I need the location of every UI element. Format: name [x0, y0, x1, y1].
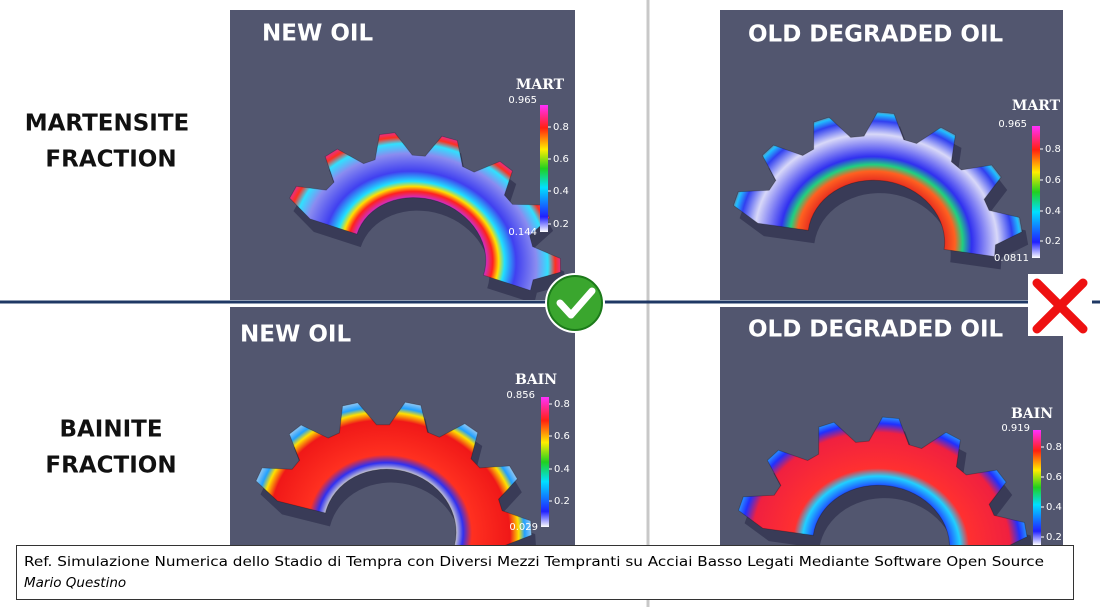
panel-title: NEW OIL — [262, 21, 373, 47]
gear-render — [255, 401, 537, 545]
reference-author: Mario Questino — [24, 575, 126, 591]
colorbar-tick-label: 0.8 — [1046, 442, 1062, 453]
colorbar-tick-label: 0.4 — [553, 186, 569, 197]
colorbar-max: 0.919 — [1001, 423, 1030, 434]
gear — [732, 111, 1023, 258]
colorbar-label: MART — [1012, 98, 1061, 114]
simulation-panel: NEW OIL BAIN 0.856 0.8 0.6 0.4 0.2 0.029 — [230, 307, 575, 545]
simulation-panel: NEW OIL MART 0.965 0.8 0.6 0.4 0.2 0.144 — [230, 10, 575, 300]
colorbar-min: 0.0811 — [994, 253, 1029, 264]
colorbar-tick-label: 0.4 — [1045, 206, 1061, 217]
colorbar-tick-label: 0.8 — [554, 399, 570, 410]
colorbar-label: MART — [516, 77, 565, 93]
panel-title: NEW OIL — [240, 322, 351, 348]
colorbar-tick-label: 0.2 — [1045, 236, 1061, 247]
row-label: FRACTION — [45, 147, 176, 173]
colorbar-max: 0.965 — [998, 119, 1027, 130]
colorbar-min: 0.144 — [508, 227, 537, 238]
colorbar — [541, 397, 549, 527]
panel-title: OLD DEGRADED OIL — [748, 317, 1004, 343]
gear — [289, 132, 562, 291]
colorbar — [540, 105, 548, 232]
colorbar — [1033, 430, 1041, 545]
colorbar-tick-label: 0.4 — [554, 464, 570, 475]
row-label: MARTENSITE — [25, 111, 190, 137]
gear-render — [732, 111, 1029, 270]
colorbar-min: 0.029 — [509, 522, 538, 533]
simulation-panel: OLD DEGRADED OIL MART 0.965 0.8 0.6 0.4 0.2 0.0… — [720, 10, 1063, 300]
check-icon — [545, 273, 605, 333]
cross-icon — [1028, 274, 1092, 336]
reference-title: Ref. Simulazione Numerica dello Stadio d… — [24, 554, 1044, 570]
reference-box: Ref. Simulazione Numerica dello Stadio d… — [16, 545, 1074, 600]
gear-render — [737, 416, 1034, 545]
gear — [737, 416, 1028, 545]
colorbar-tick-label: 0.8 — [1045, 144, 1061, 155]
panels: NEW OIL MART 0.965 0.8 0.6 0.4 0.2 0.144 OLD DEG… — [230, 10, 1063, 545]
colorbar-tick-label: 0.6 — [1045, 175, 1061, 186]
colorbar-tick-label: 0.6 — [554, 431, 570, 442]
gear-render — [289, 132, 565, 300]
row-label: BAINITE — [59, 417, 162, 443]
colorbar-tick-label: 0.2 — [554, 496, 570, 507]
row-label: FRACTION — [45, 453, 176, 479]
colorbar-label: BAIN — [515, 372, 557, 388]
colorbar-max: 0.965 — [508, 95, 537, 106]
colorbar — [1032, 126, 1040, 258]
colorbar-tick-label: 0.4 — [1046, 502, 1062, 513]
colorbar-tick-label: 0.6 — [553, 154, 569, 165]
colorbar-tick-label: 0.8 — [553, 122, 569, 133]
colorbar-tick-label: 0.6 — [1046, 472, 1062, 483]
panel-title: OLD DEGRADED OIL — [748, 22, 1004, 48]
colorbar-tick-label: 0.2 — [1046, 532, 1062, 543]
colorbar-label: BAIN — [1011, 406, 1053, 422]
colorbar-max: 0.856 — [506, 390, 535, 401]
gear — [255, 401, 533, 545]
colorbar-tick-label: 0.2 — [553, 219, 569, 230]
